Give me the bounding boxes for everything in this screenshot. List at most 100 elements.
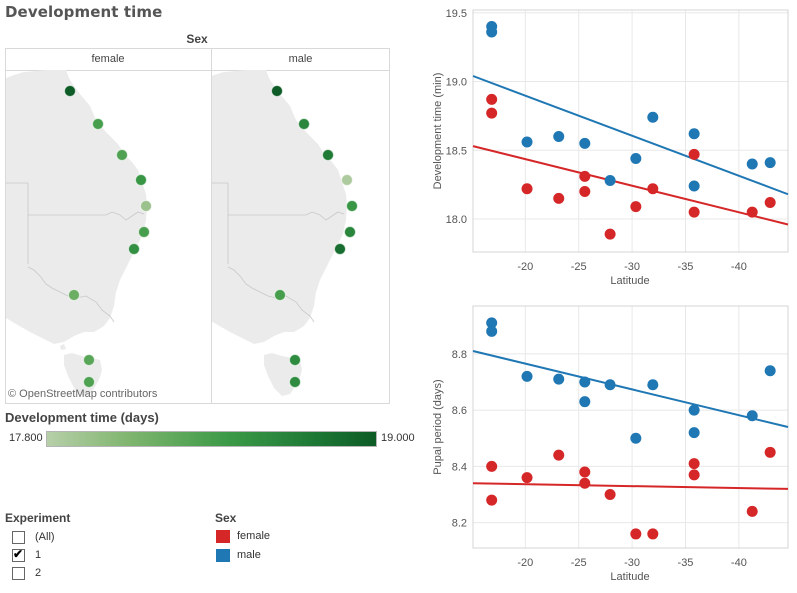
data-point-male[interactable]: [630, 153, 642, 164]
data-point-male[interactable]: [486, 325, 498, 337]
data-point-female[interactable]: [553, 449, 565, 461]
experiment-option-all[interactable]: (All): [12, 529, 55, 545]
dashboard-title: Development time: [5, 3, 163, 21]
data-point-female[interactable]: [746, 505, 758, 517]
checkbox[interactable]: [12, 530, 25, 544]
map-site-dot[interactable]: [92, 118, 104, 130]
data-point-male[interactable]: [604, 175, 616, 186]
checkbox[interactable]: ✔: [12, 546, 25, 562]
chart-pupal-period[interactable]: Pupal period (days) Latitude -20 -25 -30 -3…: [420, 296, 797, 593]
data-point-male[interactable]: [579, 376, 591, 388]
data-point-female[interactable]: [521, 472, 533, 484]
checkbox[interactable]: [12, 566, 25, 580]
trend-line-male[interactable]: [472, 350, 789, 428]
data-point-female[interactable]: [604, 228, 616, 240]
data-point-male[interactable]: [688, 128, 700, 140]
x-tick-label: -40: [731, 261, 747, 273]
data-point-female[interactable]: [647, 528, 659, 540]
data-point-male[interactable]: [521, 370, 533, 382]
data-point-female[interactable]: [486, 107, 498, 119]
trend-line-male[interactable]: [472, 75, 789, 196]
data-point-female[interactable]: [630, 201, 642, 213]
data-point-male[interactable]: [647, 379, 659, 391]
map-site-dot[interactable]: [64, 85, 76, 97]
data-point-female[interactable]: [521, 183, 533, 195]
plot-frame: [472, 305, 789, 549]
data-point-female[interactable]: [579, 186, 591, 197]
data-point-male[interactable]: [688, 404, 700, 416]
data-point-female[interactable]: [486, 93, 498, 105]
data-point-male[interactable]: [688, 180, 700, 192]
x-axis-label: Latitude: [610, 275, 649, 287]
data-point-female[interactable]: [579, 170, 591, 182]
data-point-male[interactable]: [521, 136, 533, 148]
map-site-dot[interactable]: [334, 243, 346, 255]
data-point-male[interactable]: [630, 432, 642, 444]
experiment-option-1[interactable]: ✔ 1: [12, 547, 41, 563]
data-point-male[interactable]: [579, 396, 591, 408]
data-point-female[interactable]: [630, 528, 642, 540]
map-site-dot[interactable]: [289, 376, 301, 388]
map-site-dot[interactable]: [289, 354, 301, 366]
data-point-male[interactable]: [746, 158, 758, 170]
chart-development-time[interactable]: Development time (min) Latitude -20 -25 -3…: [420, 0, 797, 290]
sex-legend-item-female[interactable]: female: [216, 528, 270, 544]
data-point-male[interactable]: [688, 427, 700, 439]
trend-line-female[interactable]: [472, 482, 789, 490]
data-point-female[interactable]: [647, 183, 659, 195]
data-point-female[interactable]: [604, 489, 616, 501]
map-site-dot[interactable]: [346, 200, 358, 212]
map-site-dot[interactable]: [135, 174, 147, 186]
data-point-female[interactable]: [688, 148, 700, 160]
state-borders: [212, 182, 345, 323]
map-site-dot[interactable]: [128, 243, 140, 255]
data-point-male[interactable]: [579, 137, 591, 149]
y-tick-label: 19.5: [446, 8, 467, 20]
data-point-female[interactable]: [688, 458, 700, 470]
map-site-dot[interactable]: [274, 289, 286, 301]
data-point-male[interactable]: [746, 410, 758, 422]
data-point-female[interactable]: [553, 192, 565, 204]
trend-line-female[interactable]: [472, 145, 789, 226]
data-point-male[interactable]: [764, 157, 776, 169]
data-point-female[interactable]: [688, 206, 700, 218]
map-female[interactable]: [6, 70, 211, 404]
data-point-male[interactable]: [553, 131, 565, 142]
map-site-dot[interactable]: [271, 85, 283, 97]
color-legend-max: 19.000: [381, 432, 415, 444]
map-site-dot[interactable]: [83, 354, 95, 366]
map-site-dot[interactable]: [344, 226, 356, 238]
map-site-dot[interactable]: [140, 200, 152, 212]
x-tick-label: -35: [678, 261, 694, 273]
x-tick-label: -40: [731, 557, 747, 569]
data-point-male[interactable]: [764, 365, 776, 377]
map-site-dot[interactable]: [116, 149, 128, 161]
map-border-left: [5, 48, 6, 404]
data-point-female[interactable]: [764, 446, 776, 458]
map-site-dot[interactable]: [83, 376, 95, 388]
map-site-dot[interactable]: [298, 118, 310, 130]
data-point-male[interactable]: [553, 373, 565, 385]
data-point-female[interactable]: [486, 494, 498, 506]
map-male[interactable]: [212, 70, 389, 404]
data-point-female[interactable]: [486, 460, 498, 472]
sex-legend-item-male[interactable]: male: [216, 547, 261, 563]
color-swatch: [216, 529, 230, 543]
map-site-dot[interactable]: [68, 289, 80, 301]
x-tick-label: -20: [517, 557, 533, 569]
data-point-male[interactable]: [486, 26, 498, 38]
data-point-male[interactable]: [486, 317, 498, 329]
map-site-dot[interactable]: [322, 149, 334, 161]
data-point-male[interactable]: [604, 379, 616, 391]
map-site-dot[interactable]: [138, 226, 150, 238]
map-attribution[interactable]: © OpenStreetMap contributors: [8, 388, 158, 400]
map-site-dot[interactable]: [341, 174, 353, 186]
experiment-option-2[interactable]: 2: [12, 565, 41, 581]
data-point-female[interactable]: [688, 469, 700, 481]
checkmark-icon: ✔: [13, 546, 24, 561]
data-point-female[interactable]: [579, 466, 591, 478]
data-point-female[interactable]: [764, 197, 776, 208]
data-point-female[interactable]: [579, 477, 591, 489]
data-point-male[interactable]: [647, 111, 659, 123]
data-point-female[interactable]: [746, 206, 758, 218]
